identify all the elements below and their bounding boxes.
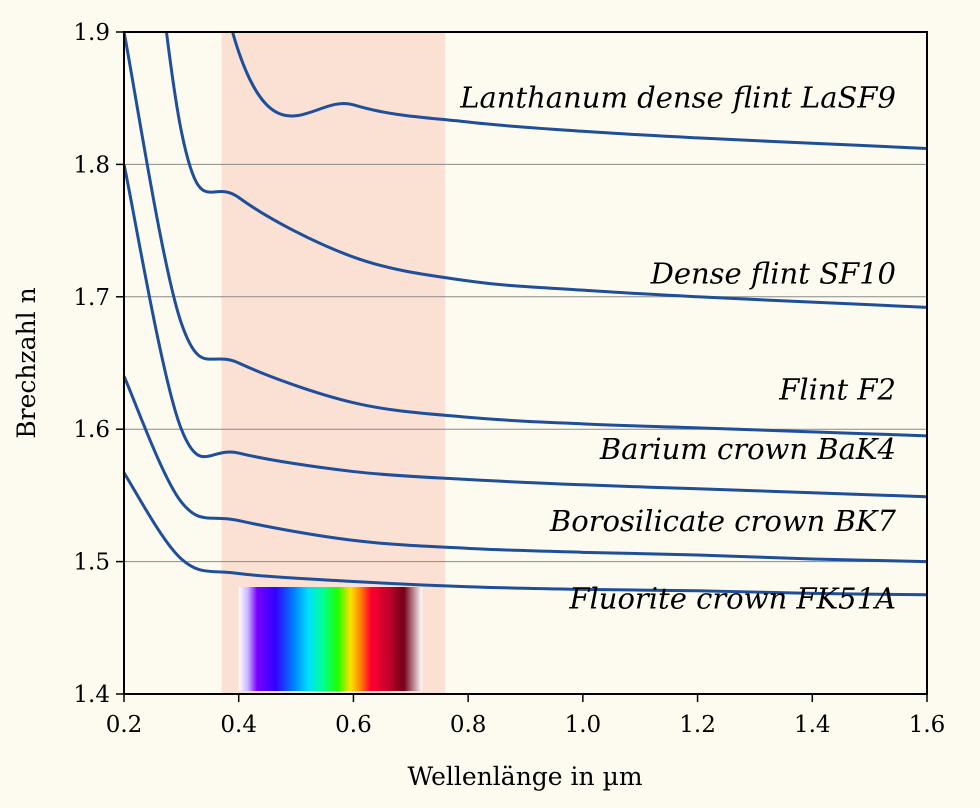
series-label-2: Flint F2	[778, 372, 896, 406]
y-axis-title: Brechzahl n	[12, 287, 41, 438]
series-label-1: Dense flint SF10	[650, 257, 896, 291]
plot-frame	[123, 31, 928, 695]
series-line-1	[164, 32, 927, 309]
x-tick-label-2: 0.6	[335, 712, 372, 738]
series-line-5	[124, 472, 927, 597]
x-tick-label-3: 0.8	[450, 712, 487, 738]
x-tick-label-0: 0.2	[106, 712, 143, 738]
y-tick-label-2: 1.6	[73, 417, 110, 443]
x-tick-label-4: 1.0	[565, 712, 602, 738]
x-tick-label-7: 1.6	[909, 712, 946, 738]
x-tick-label-1: 0.4	[220, 712, 257, 738]
y-tick-label-4: 1.8	[73, 152, 110, 178]
series-label-3: Barium crown BaK4	[599, 432, 896, 466]
y-tick-label-0: 1.4	[73, 682, 110, 708]
y-tick-label-5: 1.9	[73, 20, 110, 46]
y-tick-label-1: 1.5	[73, 550, 110, 576]
series-label-4: Borosilicate crown BK7	[549, 504, 897, 538]
series-line-2	[124, 32, 927, 438]
x-tick-label-6: 1.4	[794, 712, 831, 738]
x-tick-label-5: 1.2	[679, 712, 716, 738]
y-tick-label-3: 1.7	[73, 285, 110, 311]
x-axis-title: Wellenlänge in µm	[407, 762, 642, 791]
series-line-3	[124, 164, 927, 499]
series-label-5: Fluorite crown FK51A	[568, 582, 896, 616]
series-line-4	[124, 375, 927, 564]
spectrum-strip	[238, 587, 423, 691]
series-line-0	[231, 32, 927, 151]
series-label-0: Lanthanum dense flint LaSF9	[459, 80, 896, 114]
